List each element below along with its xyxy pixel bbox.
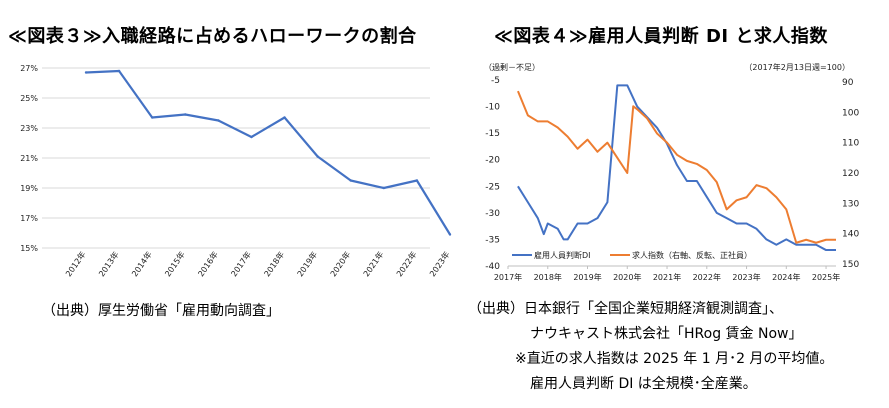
x-tick-label: 2017年 [494,272,522,282]
left-x-tick-label: 2013年 [96,249,120,278]
x-tick-label: 2024年 [772,272,800,282]
left-x-tick-label: 2019年 [295,249,319,278]
left-chart-title: ≪図表３≫入職経路に占めるハローワークの割合 [8,26,417,47]
left-chart-panel: ≪図表３≫入職経路に占めるハローワークの割合 27% 25% 23% 21% 19% 17… [8,26,452,319]
left-source-note: （出典）厚生労働省「雇用動向調査」 [42,303,280,319]
left-y-tick-label: 15% [20,244,38,253]
left-x-tick-label: 2017年 [229,249,253,278]
left-data-point [150,116,154,119]
left-x-tick-label: 2020年 [328,249,352,278]
left-x-tick-label: 2015年 [162,249,186,278]
right-source-line-2: ナウキャスト株式会社「HRog 賃金 Now」 [530,326,803,342]
left-x-tick-label: 2023年 [427,249,451,278]
left-x-tick-label: 2021年 [361,249,385,278]
right-chart-left-y-tick: -40 [485,262,500,272]
left-x-tick-label: 2014年 [129,249,153,278]
right-chart-left-y-tick: -30 [485,209,500,219]
left-data-point [382,186,386,190]
left-x-tick-label: 2016年 [196,249,220,278]
x-tick-label: 2022年 [693,272,721,282]
right-chart-left-y-tick: -15 [485,129,500,139]
right-source-line-1: （出典）日本銀行「全国企業短期経済観測調査」、 [468,301,783,317]
left-data-point [415,179,419,182]
left-line-chart: 27% 25% 23% 21% 19% 17% 15% 2012年 2013年 2014年 2015… [20,64,452,278]
right-chart-right-y-tick: 100 [842,108,859,118]
left-y-tick-label: 17% [20,214,38,223]
x-tick-label: 2020年 [613,272,641,282]
left-x-tick-label: 2022年 [394,249,418,278]
job-index-series-line [517,90,836,244]
left-y-tick-label: 25% [20,94,38,103]
left-data-point [84,71,88,74]
left-data-point [283,116,286,119]
right-chart-left-y-tick: -5 [491,76,500,86]
right-chart-right-y-tick: 140 [842,230,859,240]
right-chart-left-y-tick: -10 [485,103,500,113]
right-chart-left-y-tick: -35 [485,235,500,245]
left-data-point [448,233,452,236]
di-series-line [517,84,836,252]
right-chart-right-y-tick: 130 [842,199,859,209]
left-data-point [117,69,121,73]
left-data-point [250,135,253,139]
right-chart-right-y-tick: 90 [842,78,854,88]
right-source-line-3: ※直近の求人指数は 2025 年 1 月･2 月の平均値。 [515,351,834,367]
right-chart-right-y-tick: 150 [842,260,859,270]
left-y-tick-label: 19% [20,184,38,193]
left-data-point [217,119,220,122]
left-axis-unit-note: （過剰－不足） [484,62,540,72]
left-x-tick-label: 2012年 [63,249,87,278]
right-chart-left-y-tick: -25 [485,182,500,192]
left-y-tick-label: 23% [20,124,38,133]
x-tick-label: 2021年 [653,272,681,282]
right-dual-axis-chart: （過剰－不足） （2017年2月13日週=100） -5 -10 -15 -20 -25 -3… [484,62,859,282]
x-tick-label: 2019年 [573,272,601,282]
left-data-point [349,179,352,182]
right-chart-right-y-tick: 110 [842,139,859,149]
left-x-tick-label: 2018年 [262,249,286,278]
right-chart-left-y-tick: -20 [485,156,500,166]
right-chart-panel: ≪図表４≫雇用人員判断 DI と求人指数 （過剰－不足） （2017年2月13日週… [460,0,889,408]
left-data-point [184,113,187,116]
legend-label-di: 雇用人員判断DI [534,250,591,260]
left-y-tick-label: 21% [20,154,38,163]
left-y-tick-label: 27% [20,64,38,73]
left-series-line [85,69,451,236]
x-tick-label: 2023年 [732,272,760,282]
right-chart-right-y-tick: 120 [842,169,859,179]
legend-label-job-index: 求人指数（右軸、反転、正社員） [632,250,752,260]
right-source-line-4: 雇用人員判断 DI は全規模･全産業。 [530,376,757,392]
right-axis-unit-note: （2017年2月13日週=100） [744,62,850,72]
left-data-point [316,155,319,158]
x-tick-label: 2025年 [812,272,840,282]
x-tick-label: 2018年 [534,272,562,282]
right-chart-title: ≪図表４≫雇用人員判断 DI と求人指数 [494,26,828,47]
